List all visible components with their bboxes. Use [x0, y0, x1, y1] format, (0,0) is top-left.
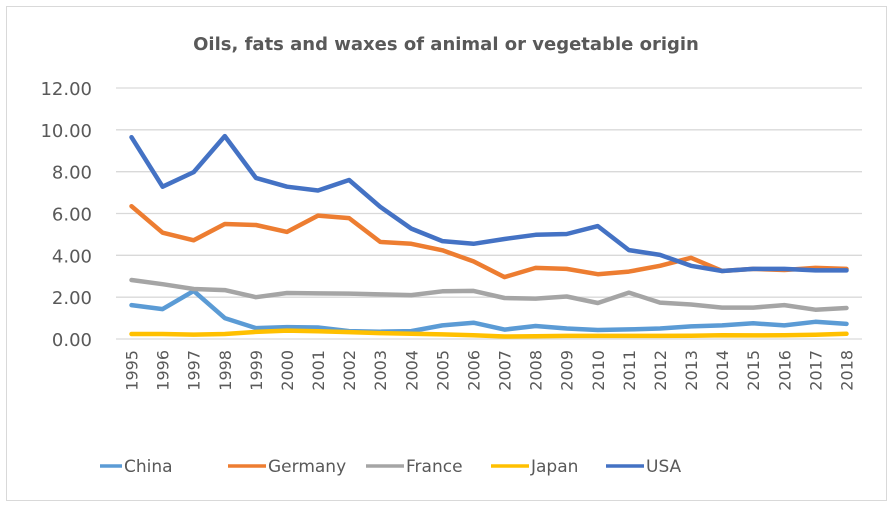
- series-line-usa: [129, 133, 849, 274]
- y-tick-label: 12.00: [40, 79, 92, 100]
- x-axis-ticks: 1995 1996 1997 1998 1999 2000 2001 2002 2003 2004…: [123, 350, 857, 391]
- x-tick-label: 2002: [340, 350, 359, 391]
- legend: China Germany France Japan USA: [100, 457, 682, 477]
- y-tick-label: 4.00: [52, 246, 92, 267]
- legend-item-france: France: [366, 457, 463, 477]
- x-tick-label: 2008: [527, 350, 546, 391]
- series-line-france: [129, 277, 849, 312]
- legend-label: Germany: [268, 457, 346, 477]
- legend-label: Japan: [530, 457, 578, 477]
- legend-item-china: China: [100, 457, 173, 477]
- x-tick-label: 2017: [806, 350, 825, 391]
- y-axis-ticks: 0.00 2.00 4.00 6.00 8.00 10.00 12.00: [40, 79, 92, 351]
- legend-label: USA: [646, 457, 682, 477]
- x-tick-label: 2013: [682, 350, 701, 391]
- x-tick-label: 2000: [278, 350, 297, 391]
- x-tick-label: 2016: [775, 350, 794, 391]
- x-tick-label: 2005: [433, 350, 452, 391]
- x-tick-label: 2001: [309, 350, 328, 391]
- x-tick-label: 2010: [589, 350, 608, 391]
- legend-item-usa: USA: [606, 457, 682, 477]
- legend-label: France: [406, 457, 463, 477]
- x-tick-label: 2003: [371, 350, 390, 391]
- x-tick-label: 1999: [247, 350, 266, 391]
- x-tick-label: 1996: [154, 350, 173, 391]
- series-line-japan: [129, 328, 849, 339]
- y-tick-label: 0.00: [52, 330, 92, 351]
- x-tick-label: 2007: [496, 350, 515, 391]
- x-tick-label: 2009: [558, 350, 577, 391]
- legend-item-japan: Japan: [491, 457, 578, 477]
- x-tick-label: 1995: [123, 350, 142, 391]
- legend-item-germany: Germany: [228, 457, 346, 477]
- series-line-china: [129, 288, 849, 334]
- legend-label: China: [124, 457, 173, 477]
- x-tick-label: 2011: [620, 350, 639, 391]
- x-tick-label: 2014: [713, 350, 732, 391]
- x-tick-label: 1998: [216, 350, 235, 391]
- x-tick-label: 1997: [185, 350, 204, 391]
- x-tick-label: 2015: [744, 350, 763, 391]
- y-tick-label: 6.00: [52, 205, 92, 226]
- series-lines: [129, 133, 849, 339]
- y-tick-label: 2.00: [52, 288, 92, 309]
- x-tick-label: 2004: [402, 350, 421, 391]
- chart-title: Oils, fats and waxes of animal or vegeta…: [193, 34, 699, 55]
- gridlines: [116, 87, 862, 340]
- y-tick-label: 10.00: [40, 121, 92, 142]
- x-tick-label: 2012: [651, 350, 670, 391]
- x-tick-label: 2018: [837, 350, 856, 391]
- y-tick-label: 8.00: [52, 163, 92, 184]
- x-tick-label: 2006: [464, 350, 483, 391]
